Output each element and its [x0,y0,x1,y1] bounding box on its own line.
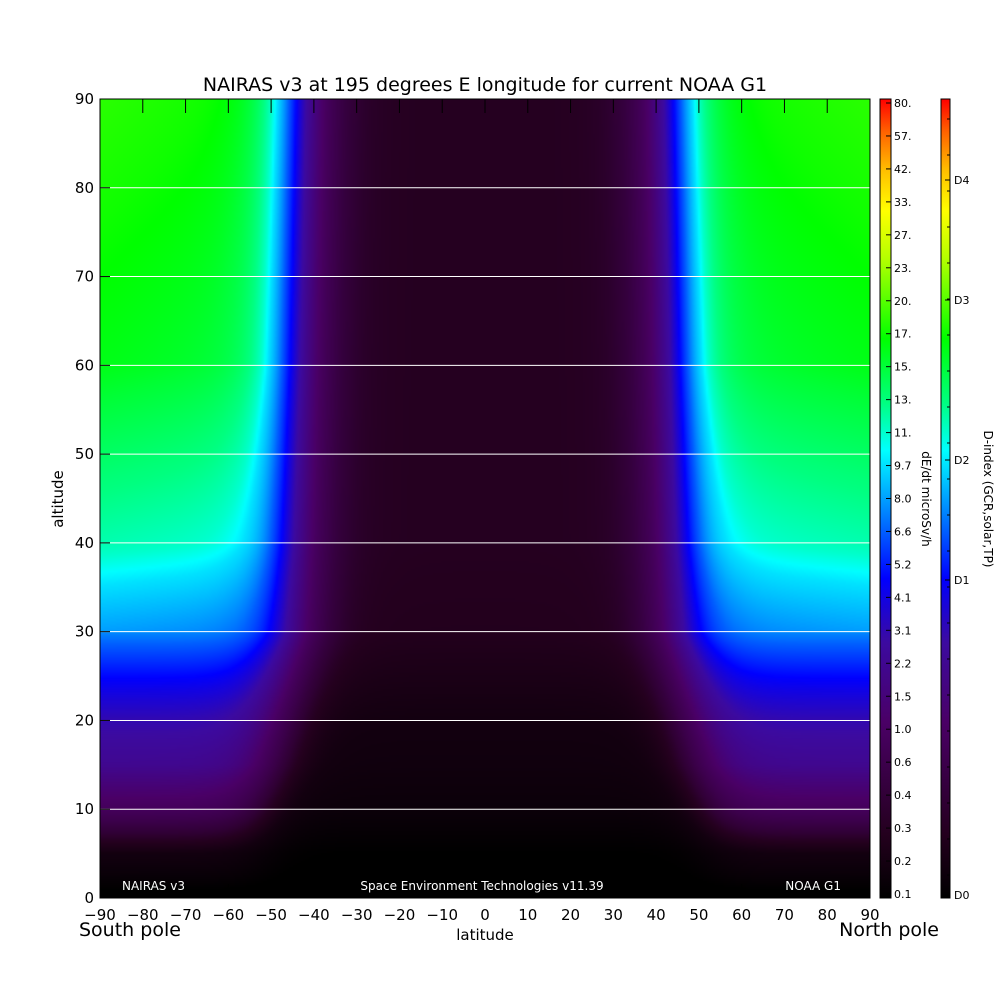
dindex-tick-label: D0 [954,889,969,902]
x-tick-label: −20 [384,906,416,924]
annotation-credit: Space Environment Technologies v11.39 [360,879,603,893]
dose-tick-label: 6.6 [894,525,912,538]
annotation-scale: NOAA G1 [785,879,841,893]
dose-tick-label: 1.0 [894,723,912,736]
dose-colorbar-ticks: 0.1 0.2 0.3 0.4 0.6 1.0 1.5 2.2 3.1 4.1 5.2 6.6 8.0 9… [886,97,912,901]
x-tick-label: −90 [84,906,116,924]
dose-tick-label: 17. [894,328,912,341]
y-tick-label: 70 [75,268,94,286]
dose-tick-label: 1.5 [894,690,912,703]
dindex-colorbar-ticks: D0 D1 D2 D3 D4 [945,118,969,902]
dindex-colorbar-label: D-index (GCR,solar,TP) [981,430,995,567]
x-tick-label: 80 [818,906,837,924]
dose-colorbar-label: dE/dt microSv/h [919,451,933,546]
y-tick-label: 30 [75,623,94,641]
x-tick-label: 0 [480,906,490,924]
x-tick-label: −70 [170,906,202,924]
dose-tick-label: 80. [894,97,912,110]
heatmap [100,99,870,898]
dose-tick-label: 8.0 [894,493,912,506]
dose-tick-label: 0.6 [894,756,912,769]
north-pole-label: North pole [839,919,939,941]
dose-tick-label: 2.2 [894,657,912,670]
dindex-colorbar [940,98,951,899]
dose-tick-label: 57. [894,130,912,143]
dose-tick-label: 3.1 [894,624,912,637]
dose-tick-label: 4.1 [894,591,912,604]
dindex-tick-label: D4 [954,174,969,187]
dose-tick-label: 11. [894,427,912,440]
dose-tick-label: 42. [894,163,912,176]
chart-title: NAIRAS v3 at 195 degrees E longitude for… [203,74,767,96]
y-tick-label: 90 [75,90,94,108]
x-tick-label: 30 [604,906,623,924]
x-tick-label: 90 [860,906,879,924]
south-pole-label: South pole [79,919,181,941]
x-axis: −90 −80 −70 −60 −50 −40 −30 −20 −10 0 10 20 30 40 50 60… [84,99,880,924]
dose-tick-label: 5.2 [894,558,912,571]
x-tick-label: −30 [341,906,373,924]
dindex-tick-label: D2 [954,454,969,467]
x-tick-label: 70 [775,906,794,924]
x-tick-label: −50 [255,906,287,924]
dose-tick-label: 20. [894,295,912,308]
x-tick-label: 50 [689,906,708,924]
x-tick-label: 40 [647,906,666,924]
y-axis: 0 10 20 30 40 50 60 70 80 90 [75,90,110,907]
y-tick-label: 10 [75,800,94,818]
x-tick-label: −80 [127,906,159,924]
gridlines [100,187,870,810]
dose-tick-label: 23. [894,262,912,275]
dose-tick-label: 27. [894,229,912,242]
dose-tick-label: 0.3 [894,822,912,835]
y-tick-label: 0 [84,889,94,907]
dose-tick-label: 15. [894,361,912,374]
x-tick-label: 10 [518,906,537,924]
y-tick-label: 20 [75,711,94,729]
dose-tick-label: 33. [894,196,912,209]
dose-tick-label: 13. [894,394,912,407]
y-tick-label: 80 [75,179,94,197]
y-tick-label: 60 [75,356,94,374]
dose-tick-label: 0.1 [894,888,912,901]
x-tick-label: −10 [426,906,458,924]
y-tick-label: 50 [75,445,94,463]
x-tick-label: 60 [732,906,751,924]
dose-tick-label: 0.2 [894,855,912,868]
y-tick-label: 40 [75,534,94,552]
dindex-tick-label: D3 [954,294,969,307]
dose-tick-label: 9.7 [894,460,912,473]
x-axis-label: latitude [456,926,514,944]
annotation-model: NAIRAS v3 [122,879,185,893]
dose-tick-label: 0.4 [894,789,912,802]
x-tick-label: −40 [298,906,330,924]
y-axis-label: altitude [49,470,67,528]
x-tick-label: −60 [213,906,245,924]
x-tick-label: 20 [561,906,580,924]
dindex-tick-label: D1 [954,574,969,587]
